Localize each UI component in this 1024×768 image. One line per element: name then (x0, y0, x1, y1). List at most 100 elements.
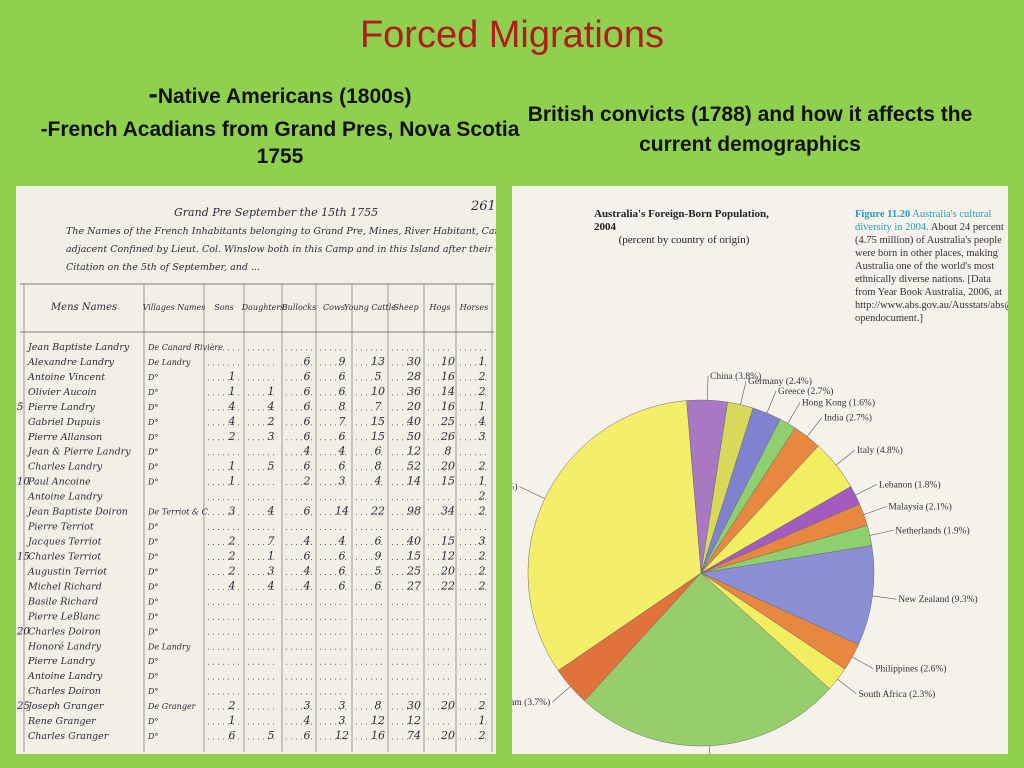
ledger-row: Jean & Pierre Landry D° 4 4 6 12 8 (26, 445, 488, 458)
ledger-cell: 4 (303, 714, 311, 727)
left-heading: -Native Americans (1800s) -French Acadia… (40, 80, 520, 170)
ledger-cell: 26 (440, 430, 455, 443)
ledger-mens-name: Jacques Terriot (26, 537, 102, 548)
ledger-column-header: Horses (459, 303, 489, 312)
ledger-row: Olivier Aucoin D° 1 1 6 6 10 36 14 2 (28, 385, 488, 398)
ledger-cell: 6 (304, 400, 311, 413)
ledger-cell: 4 (338, 445, 346, 458)
ledger-cell: 5 (375, 564, 382, 577)
ledger-mens-name: Basile Richard (27, 596, 98, 607)
ledger-cell: 14 (407, 475, 421, 488)
ledger-cell: 40 (406, 535, 421, 548)
ledger-cell: 22 (370, 505, 385, 518)
ledger-cell: 4 (338, 535, 346, 548)
ledger-cell: 12 (441, 549, 455, 562)
pie-leader-line (787, 402, 801, 424)
ledger-intro-line: Citation on the 5th of September, and ..… (66, 262, 260, 273)
ledger-mens-name: Antoine Landry (27, 492, 103, 503)
ledger-cell: 74 (407, 729, 421, 742)
ledger-cell: 3 (339, 699, 346, 712)
ledger-cell: 6 (339, 385, 346, 398)
ledger-column-header: Sheep (393, 303, 418, 312)
acadian-ledger-image: Grand Pre September the 15th 1755 261 Th… (16, 186, 496, 754)
ledger-village-name: De Granger (147, 702, 197, 711)
ledger-cell: 52 (407, 460, 421, 473)
pie-slice-label: Malaysia (2.1%) (888, 502, 951, 513)
ledger-cell: 8 (375, 699, 382, 712)
ledger-column-header: Villages Names (143, 303, 206, 312)
pie-slice (584, 572, 830, 747)
ledger-cell: 1 (229, 385, 236, 398)
ledger-cell: 22 (440, 579, 455, 592)
ledger-row: Charles Granger D° 6 5 6 12 16 74 20 2 (28, 729, 488, 742)
ledger-cell: 12 (335, 729, 349, 742)
ledger-cell: 4 (228, 579, 236, 592)
pie-leader-line (872, 595, 897, 600)
ledger-village-name: D° (147, 732, 158, 741)
native-americans-text: Native Americans (1800s) (157, 85, 412, 108)
ledger-cell: 6 (339, 460, 346, 473)
ledger-mens-name: Charles Landry (28, 462, 103, 473)
ledger-village-name: D° (147, 552, 158, 561)
ledger-cell: 6 (339, 549, 346, 562)
pie-leader-line (766, 390, 777, 414)
ledger-mens-name: Joseph Granger (26, 701, 105, 712)
ledger-mens-name: Alexandre Landry (27, 357, 115, 368)
ledger-village-name: D° (147, 448, 158, 457)
ledger-cell: 7 (268, 535, 275, 548)
ledger-cell: 2 (478, 564, 486, 577)
ledger-cell: 6 (339, 564, 346, 577)
ledger-cell: 4 (374, 475, 382, 488)
pie-slice-label: India (2.7%) (824, 412, 872, 423)
ledger-row: Basile Richard D° (27, 596, 488, 607)
ledger-cell: 20 (440, 699, 455, 712)
ledger-cell: 6 (339, 579, 346, 592)
ledger-mens-name: Pierre Landry (27, 402, 95, 413)
ledger-cell: 3 (479, 535, 486, 548)
ledger-cell: 98 (407, 505, 421, 518)
ledger-cell: 6 (304, 430, 311, 443)
ledger-row: Antoine Landry D° (27, 671, 488, 682)
right-heading: British convicts (1788) and how it affec… (527, 103, 973, 156)
ledger-margin-numbers: 5 10 15 20 25 (16, 402, 30, 712)
ledger-cell: 25 (440, 415, 455, 428)
ledger-cell: 2 (267, 415, 275, 428)
ledger-cell: 6 (229, 729, 236, 742)
ledger-cell: 16 (441, 400, 455, 413)
ledger-mens-name: Pierre LeBlanc (27, 611, 101, 622)
ledger-cell: 1 (479, 714, 486, 727)
ledger-cell: 6 (375, 445, 382, 458)
ledger-cell: 4 (303, 564, 311, 577)
ledger-village-name: D° (147, 567, 158, 576)
ledger-row: Charles Doiron D° (28, 626, 488, 637)
pie-slice-label: Italy (4.8%) (857, 445, 903, 456)
pie-leader-line (806, 417, 823, 437)
ledger-village-name: D° (147, 373, 158, 382)
ledger-cell: 20 (440, 460, 455, 473)
ledger-cell: 6 (304, 415, 311, 428)
ledger-row: Pierre Allanson D° 2 3 6 6 15 50 26 3 (27, 430, 488, 443)
ledger-cell: 40 (406, 415, 421, 428)
ledger-cell: 25 (406, 564, 421, 577)
ledger-svg: Grand Pre September the 15th 1755 261 Th… (16, 186, 496, 754)
ledger-village-name: De Landry (147, 642, 191, 651)
ledger-cell: 3 (268, 430, 275, 443)
pie-slice-label: Greece (2.7%) (778, 386, 833, 397)
ledger-cell: 5 (268, 729, 275, 742)
ledger-column-header: Cows (323, 303, 345, 312)
ledger-row: Rene Granger D° 1 4 3 12 12 1 (27, 714, 488, 727)
ledger-cell: 9 (339, 355, 346, 368)
ledger-cell: 10 (441, 355, 455, 368)
ledger-cell: 10 (371, 385, 385, 398)
ledger-cell: 6 (304, 460, 311, 473)
ledger-cell: 2 (478, 385, 486, 398)
ledger-mens-name: Jean Baptiste Landry (26, 342, 130, 353)
ledger-cell: 1 (268, 385, 275, 398)
ledger-cell: 4 (303, 579, 311, 592)
ledger-cell: 2 (478, 549, 486, 562)
ledger-village-name: De Terriot & C (147, 508, 208, 517)
textbook-figure-image: Australia's Foreign-Born Population, 200… (512, 186, 1008, 754)
ledger-cell: 6 (375, 579, 382, 592)
ledger-cell: 6 (375, 535, 382, 548)
pie-leader-line (855, 484, 878, 496)
